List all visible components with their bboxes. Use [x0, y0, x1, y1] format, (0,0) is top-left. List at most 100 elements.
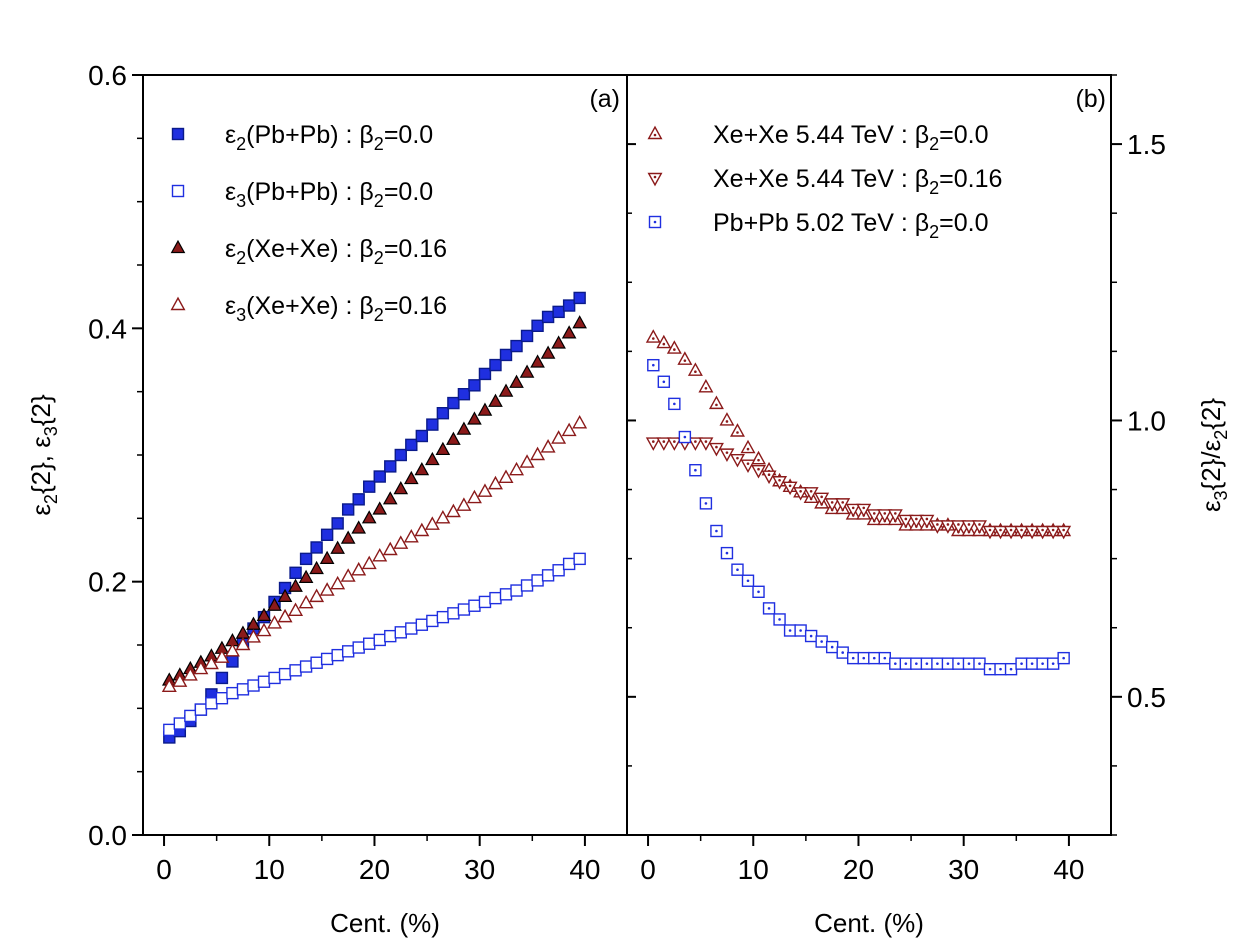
panel-a-point — [384, 460, 397, 473]
panel-a-point — [488, 393, 503, 407]
panel-b-point — [877, 509, 893, 523]
panel-a-point — [468, 599, 481, 612]
panel-a-point — [551, 430, 567, 444]
panel-b-point-dot — [694, 468, 697, 472]
panel-a-point — [289, 664, 302, 677]
panel-b-point-dot — [1051, 662, 1055, 665]
panel-b-point-dot — [725, 451, 729, 454]
panel-b-point — [1056, 525, 1072, 540]
panel-b-point-dot — [683, 435, 687, 439]
panel-a-point — [562, 557, 576, 571]
panel-b-point — [824, 498, 840, 512]
legend-label-part: =0.0 — [939, 121, 988, 149]
panel-b-point-dot — [767, 607, 771, 610]
panel-b-point — [866, 509, 882, 523]
panel-a-xtick-label: 40 — [569, 854, 600, 885]
panel-b-point-dot — [841, 651, 844, 654]
panel-b-xtick-label: 10 — [738, 854, 769, 885]
panel-b-point-dot — [746, 447, 750, 451]
panel-a-point — [531, 319, 544, 332]
panel-a-point — [436, 407, 450, 420]
panel-a-point — [435, 441, 451, 456]
legend-label-part: 2 — [374, 191, 384, 211]
panel-b-point — [982, 525, 998, 540]
panel-a-ytick-label: 0.4 — [88, 313, 127, 344]
panel-b-point-dot — [1051, 528, 1055, 532]
panel-b-point — [814, 492, 830, 507]
panel-a-point — [530, 446, 546, 461]
panel-b-point-dot — [946, 662, 950, 665]
panel-a-point — [341, 645, 355, 658]
legend-label-part: ε — [225, 121, 236, 149]
panel-a-legend: ε2(Pb+Pb) : β2=0.0ε3(Pb+Pb) : β2=0.0ε2(X… — [170, 121, 447, 325]
panel-b-point — [940, 520, 956, 534]
panel-b-point-dot — [662, 440, 666, 443]
panel-b-point-dot — [894, 512, 897, 515]
panel-b-point — [929, 520, 945, 534]
panel-a-point — [268, 671, 281, 685]
panel-a-point — [384, 629, 397, 643]
panel-a-point — [447, 607, 460, 620]
panel-a-point — [184, 709, 197, 723]
panel-b-point-dot — [957, 662, 960, 665]
panel-b-point — [856, 503, 872, 518]
panel-a-point — [319, 550, 335, 564]
panel-b-xtick-label: 0 — [640, 854, 656, 885]
panel-a-point — [540, 345, 556, 359]
panel-b-point — [687, 437, 703, 451]
panel-a-point — [405, 438, 418, 452]
panel-b-point-dot — [841, 501, 844, 504]
panel-a-xlabel: Cent. (%) — [330, 908, 440, 938]
panel-b-point-dot — [704, 440, 708, 443]
panel-a-point — [226, 686, 239, 700]
panel-b-point-dot — [652, 440, 655, 443]
panel-b-point — [1024, 525, 1040, 540]
panel-a-legend-label: ε2(Pb+Pb) : β2=0.0 — [225, 121, 433, 154]
panel-b-point-dot — [1020, 662, 1023, 665]
panel-b-point-dot — [736, 456, 739, 460]
panel-b-point-dot — [1030, 528, 1034, 532]
panel-a-point — [446, 431, 461, 445]
panel-a-point — [531, 574, 544, 587]
panel-b-point-dot — [851, 506, 855, 510]
panel-b-point — [845, 503, 861, 518]
panel-a-point — [519, 364, 535, 378]
panel-a-point — [215, 692, 229, 705]
panel-b-point — [971, 520, 987, 534]
panel-b-point — [666, 437, 682, 451]
panel-b-legend: Xe+Xe 5.44 TeV : β2=0.0Xe+Xe 5.44 TeV : … — [647, 121, 1002, 242]
panel-a-point — [330, 575, 346, 590]
panel-a-point — [561, 325, 577, 339]
panel-b-legend-marker-dot — [653, 175, 657, 179]
legend-label-part: 2 — [929, 222, 939, 242]
panel-b-ytick-label: 0.5 — [1127, 682, 1166, 713]
panel-b-point — [729, 453, 745, 468]
panel-a-point — [278, 667, 292, 681]
panel-b-point-dot — [925, 517, 929, 521]
panel-b-legend-marker-dot — [653, 220, 657, 224]
legend-label-part: Pb+Pb 5.02 TeV : β — [713, 209, 929, 237]
panel-b-point-dot — [904, 517, 908, 521]
panel-a-series-2 — [161, 315, 587, 686]
panel-b-point-dot — [746, 579, 750, 583]
panel-b-point — [898, 514, 914, 529]
legend-label-part: 2 — [929, 178, 939, 198]
panel-a-point — [519, 454, 535, 468]
legend-label-part: =0.16 — [384, 235, 447, 263]
panel-b-point — [761, 470, 777, 485]
panel-b-point-dot — [746, 462, 750, 465]
legend-label-part: 2 — [374, 134, 384, 154]
panel-a-point — [352, 641, 365, 654]
panel-b-point — [698, 378, 714, 393]
panel-b-point-dot — [830, 501, 834, 504]
panel-b-point — [719, 412, 735, 426]
panel-a-point — [489, 591, 502, 605]
panel-b-point-dot — [862, 506, 866, 510]
panel-a-xtick-label: 0 — [156, 854, 172, 885]
legend-label-part: ε — [225, 235, 236, 263]
panel-b-point — [751, 450, 767, 465]
legend-label-part: (Xe+Xe) : β — [246, 292, 374, 320]
panel-a-ylabel-sub3: 3 — [41, 426, 61, 436]
panel-a-point — [247, 679, 260, 692]
